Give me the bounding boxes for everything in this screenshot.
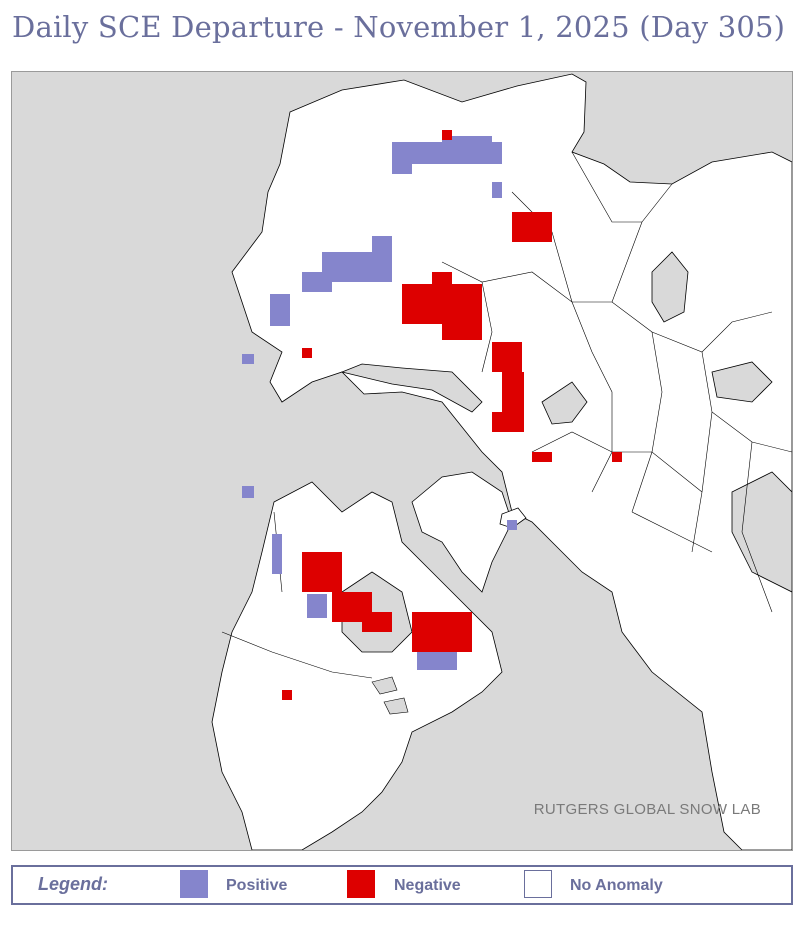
positive-cell-urals [270,294,290,326]
legend: Legend: Positive Negative No Anomaly [11,865,793,905]
positive-cell-iceland [507,520,517,530]
positive-cell-scandinavia [242,354,254,364]
map: RUTGERS GLOBAL SNOW LAB [11,71,793,851]
negative-cell-baikal-2 [432,272,452,286]
positive-cell-central-siberia-2 [442,136,492,146]
negative-cell-japan [532,452,552,462]
legend-positive-label: Positive [226,877,288,894]
watermark: RUTGERS GLOBAL SNOW LAB [533,801,761,818]
us-canada-border [221,631,373,679]
positive-cell-central-siberia [392,142,502,164]
positive-anomaly-cells [242,136,517,670]
negative-cell-baikal-3 [442,322,482,340]
arctic-coast-eurasia [340,363,483,413]
positive-cell-siberia-east [492,182,502,198]
negative-cell-alaska [302,552,342,592]
negative-swatch [347,870,375,898]
legend-negative-label: Negative [394,877,461,894]
snow-departure-map [12,72,792,850]
great-lakes [371,676,409,715]
positive-cell-west-siberia-3 [302,272,332,292]
positive-cell-pacific-coast [272,534,282,574]
negative-cell-us-west [282,690,292,700]
page-title: Daily SCE Departure - November 1, 2025 (… [12,10,786,44]
positive-cell-alaska [242,486,254,498]
negative-cell-baikal [402,284,482,324]
negative-cell-quebec [412,612,472,652]
north-america-landmass [211,481,503,850]
negative-cell-north [442,130,452,140]
greenland [411,471,513,593]
positive-swatch [180,870,208,898]
legend-no-anomaly-label: No Anomaly [570,877,663,894]
positive-cell-west-siberia-2 [372,236,392,256]
negative-cell-se-asia [612,452,622,462]
black-sea [711,361,773,403]
negative-cell-scandinavia [302,348,312,358]
legend-title: Legend: [38,874,108,894]
caspian-sea [651,251,689,323]
negative-anomaly-cells [282,130,622,700]
positive-cell-central-siberia-3 [392,164,412,174]
positive-cell-ontario [417,648,457,670]
positive-cell-west-siberia [322,252,392,282]
no-anomaly-swatch [524,870,552,898]
negative-cell-far-east [512,212,552,242]
aral-lake-baikal [541,381,588,425]
mediterranean-sea [731,471,792,593]
country-borders [441,151,792,613]
iceland [499,507,527,529]
negative-cell-east-asia-2 [492,412,512,432]
positive-cell-canada-west [307,594,327,618]
negative-cell-canada-2 [362,612,392,632]
negative-cell-mongolia [492,342,522,372]
